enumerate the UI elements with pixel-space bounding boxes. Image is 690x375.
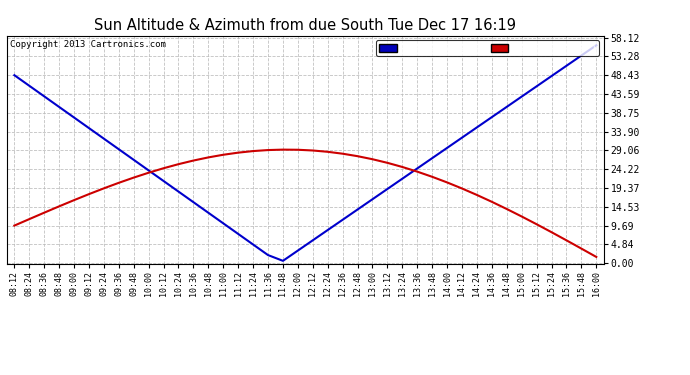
Title: Sun Altitude & Azimuth from due South Tue Dec 17 16:19: Sun Altitude & Azimuth from due South Tu… [95, 18, 516, 33]
Legend: Azimuth (Angle °), Altitude (Angle °): Azimuth (Angle °), Altitude (Angle °) [376, 40, 599, 56]
Text: Copyright 2013 Cartronics.com: Copyright 2013 Cartronics.com [10, 40, 166, 49]
